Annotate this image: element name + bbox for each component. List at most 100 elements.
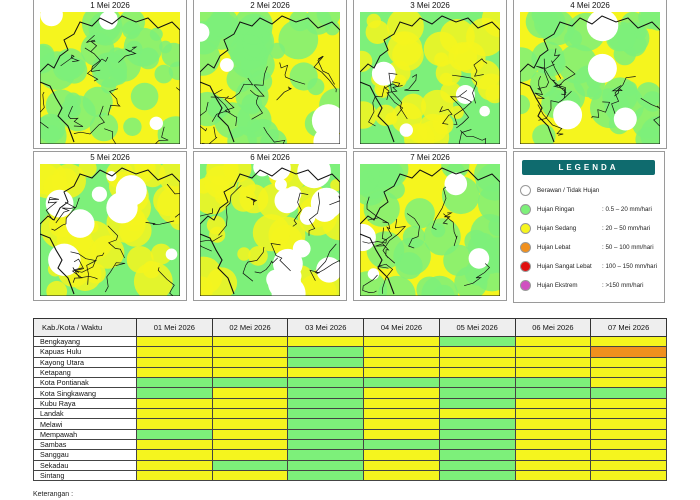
forecast-cell — [514, 438, 592, 451]
forecast-cell — [136, 449, 213, 461]
map-panel-4: 4 Mei 2026 — [513, 0, 667, 149]
table-row: Landak — [33, 408, 667, 420]
legend-panel: LEGENDA Berawan / Tidak Hujan Hujan Ring… — [513, 151, 665, 303]
header-date: 06 Mei 2026 — [514, 318, 592, 337]
forecast-cell — [136, 469, 213, 482]
forecast-cell — [438, 449, 516, 461]
forecast-cell — [514, 366, 592, 379]
forecast-cell — [438, 346, 516, 358]
table-row: Kota Singkawang — [33, 387, 667, 399]
header-date: 01 Mei 2026 — [136, 318, 213, 337]
map-title: 1 Mei 2026 — [34, 0, 186, 12]
legend-label: Hujan Lebat — [537, 244, 571, 251]
forecast-cell — [438, 377, 516, 389]
table-row: Kayong Utara — [33, 356, 667, 368]
forecast-cell — [438, 397, 516, 410]
legend-swatch — [520, 261, 531, 272]
forecast-cell — [287, 459, 365, 471]
region-name: Bengkayang — [33, 335, 137, 348]
forecast-cell — [211, 387, 289, 399]
forecast-cell — [287, 418, 365, 430]
rainfall-map — [40, 164, 180, 296]
forecast-cell — [514, 428, 592, 440]
forecast-cell — [514, 356, 592, 368]
legend-swatch — [520, 185, 531, 196]
legend-label: Hujan Sangat Lebat — [537, 263, 592, 270]
forecast-cell — [211, 459, 289, 471]
legend-item-berawan: Berawan / Tidak Hujan — [520, 184, 662, 198]
forecast-cell — [438, 469, 516, 482]
map-svg — [360, 164, 500, 296]
forecast-cell — [590, 366, 667, 379]
legend-item-sedang: Hujan Sedang : 20 – 50 mm/hari — [520, 222, 662, 236]
header-region: Kab./Kota / Waktu — [33, 318, 137, 337]
forecast-cell — [363, 418, 440, 430]
legend-item-ringan: Hujan Ringan : 0.5 – 20 mm/hari — [520, 203, 662, 217]
forecast-cell — [514, 459, 592, 471]
map-svg — [200, 164, 340, 296]
table-header-row: Kab./Kota / Waktu 01 Mei 2026 02 Mei 202… — [33, 318, 667, 337]
table-row: Kubu Raya — [33, 397, 667, 410]
forecast-cell — [211, 469, 289, 482]
header-date: 03 Mei 2026 — [287, 318, 365, 337]
forecast-cell — [211, 356, 289, 368]
forecast-cell — [287, 469, 365, 482]
forecast-cell — [438, 428, 516, 440]
forecast-cell — [514, 469, 592, 482]
legend-swatch — [520, 242, 531, 253]
legend-swatch — [520, 280, 531, 291]
table-row: Melawi — [33, 418, 667, 430]
forecast-cell — [136, 418, 213, 430]
forecast-cell — [287, 428, 365, 440]
forecast-cell — [287, 335, 365, 348]
forecast-cell — [363, 377, 440, 389]
map-panel-7: 7 Mei 2026 — [353, 151, 507, 301]
forecast-cell — [363, 335, 440, 348]
table-row: Sekadau — [33, 459, 667, 471]
region-name: Sintang — [33, 469, 137, 482]
header-date: 02 Mei 2026 — [211, 318, 289, 337]
forecast-cell — [136, 356, 213, 368]
forecast-cell — [287, 356, 365, 368]
map-title: 5 Mei 2026 — [34, 152, 186, 164]
forecast-cell — [438, 387, 516, 399]
forecast-cell — [438, 356, 516, 368]
forecast-cell — [136, 459, 213, 471]
forecast-cell — [287, 366, 365, 379]
legend-range: : 20 – 50 mm/hari — [602, 225, 651, 232]
region-name: Kota Singkawang — [33, 387, 137, 399]
table-row: Kapuas Hulu — [33, 346, 667, 358]
map-svg — [40, 164, 180, 296]
legend-label: Hujan Sedang — [537, 225, 577, 232]
legend-item-lebat: Hujan Lebat : 50 – 100 mm/hari — [520, 241, 662, 255]
legend-swatch — [520, 223, 531, 234]
forecast-cell — [590, 377, 667, 389]
map-svg — [520, 12, 660, 144]
forecast-cell — [287, 377, 365, 389]
forecast-cell — [363, 449, 440, 461]
rainfall-map — [200, 164, 340, 296]
forecast-cell — [590, 335, 667, 348]
forecast-cell — [136, 397, 213, 410]
forecast-cell — [590, 408, 667, 420]
forecast-cell — [438, 335, 516, 348]
forecast-cell — [590, 449, 667, 461]
region-name: Kapuas Hulu — [33, 346, 137, 358]
region-name: Kota Pontianak — [33, 377, 137, 389]
forecast-cell — [514, 346, 592, 358]
forecast-cell — [514, 408, 592, 420]
forecast-cell — [363, 459, 440, 471]
forecast-cell — [136, 335, 213, 348]
map-panel-1: 1 Mei 2026 — [33, 0, 187, 149]
map-panel-5: 5 Mei 2026 — [33, 151, 187, 301]
forecast-cell — [438, 418, 516, 430]
forecast-cell — [211, 346, 289, 358]
forecast-cell — [438, 438, 516, 451]
region-name: Sekadau — [33, 459, 137, 471]
footnote: Keterangan : — [33, 491, 74, 498]
forecast-cell — [514, 449, 592, 461]
region-name: Ketapang — [33, 366, 137, 379]
legend-range: : 100 – 150 mm/hari — [602, 263, 658, 270]
forecast-cell — [363, 428, 440, 440]
forecast-cell — [590, 459, 667, 471]
